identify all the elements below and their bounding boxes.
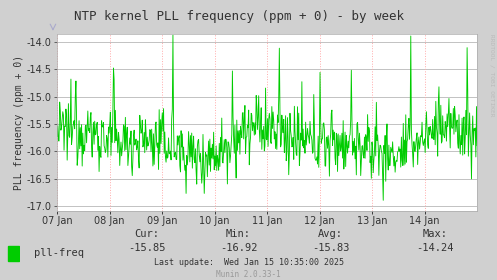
Text: Min:: Min: xyxy=(226,228,251,239)
Text: -14.24: -14.24 xyxy=(416,242,454,253)
Text: -15.85: -15.85 xyxy=(128,242,166,253)
Text: Munin 2.0.33-1: Munin 2.0.33-1 xyxy=(216,270,281,279)
Text: RRDTOOL / TOBI OETIKER: RRDTOOL / TOBI OETIKER xyxy=(490,34,495,117)
Text: Avg:: Avg: xyxy=(318,228,343,239)
Text: Last update:  Wed Jan 15 10:35:00 2025: Last update: Wed Jan 15 10:35:00 2025 xyxy=(154,258,343,267)
Text: Max:: Max: xyxy=(422,228,447,239)
Text: Cur:: Cur: xyxy=(134,228,159,239)
Text: NTP kernel PLL frequency (ppm + 0) - by week: NTP kernel PLL frequency (ppm + 0) - by … xyxy=(74,10,404,23)
Y-axis label: PLL frequency (ppm + 0): PLL frequency (ppm + 0) xyxy=(14,55,24,190)
Text: -16.92: -16.92 xyxy=(220,242,257,253)
Text: -15.83: -15.83 xyxy=(312,242,349,253)
Bar xyxy=(8,246,19,261)
Text: pll-freq: pll-freq xyxy=(34,248,84,258)
